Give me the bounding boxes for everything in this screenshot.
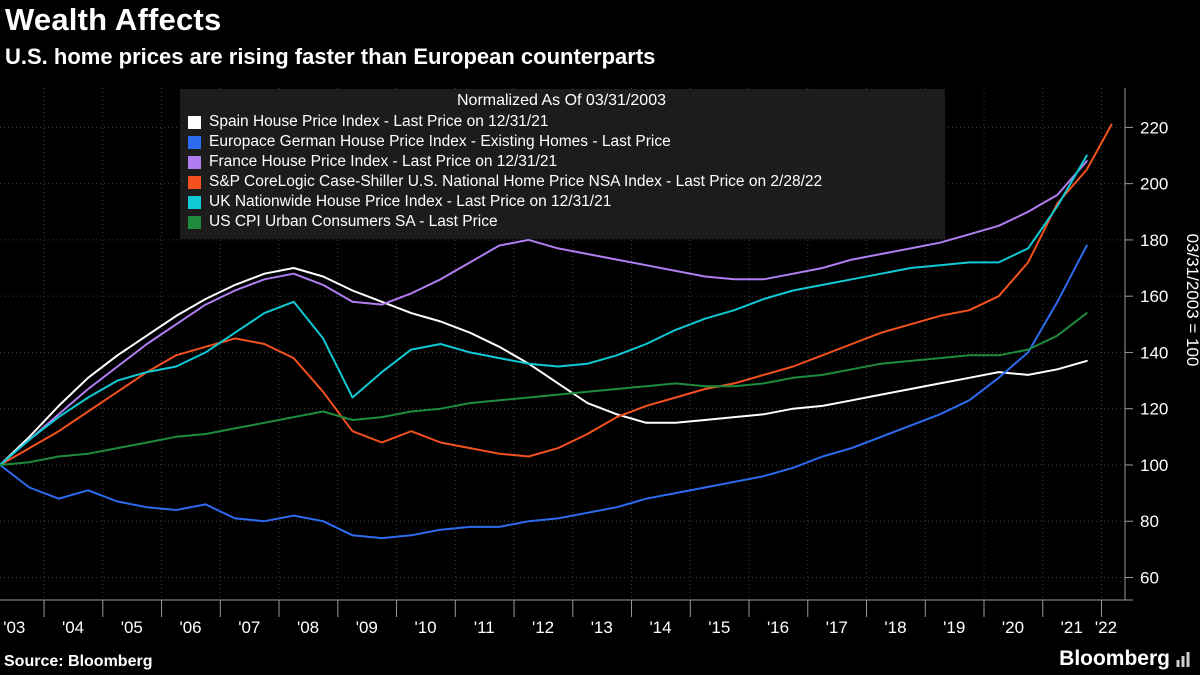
legend-swatch [188, 215, 201, 229]
x-tick-label: '07 [238, 618, 260, 637]
series-line-germany-europace [0, 244, 1088, 540]
x-tick-label: '21 [1061, 618, 1083, 637]
bar-chart-icon [1176, 651, 1190, 667]
legend-swatch [188, 175, 201, 189]
series-line-spain-house-price [0, 267, 1088, 466]
legend-swatch [188, 195, 201, 209]
series-line-us-cpi [0, 312, 1088, 466]
bloomberg-logo: Bloomberg [1059, 647, 1190, 671]
x-tick-label: '05 [121, 618, 143, 637]
x-tick-label: '12 [532, 618, 554, 637]
legend-item: US CPI Urban Consumers SA - Last Price [188, 212, 935, 232]
x-tick-label: '20 [1002, 618, 1024, 637]
series-line-uk-nationwide [0, 154, 1088, 466]
legend-item-label: US CPI Urban Consumers SA - Last Price [209, 213, 498, 230]
y-tick-label: 160 [1140, 287, 1168, 306]
x-tick-label: '13 [591, 618, 613, 637]
y-tick-label: 140 [1140, 343, 1168, 362]
legend-item-label: Europace German House Price Index - Exis… [209, 133, 671, 150]
legend-items: Spain House Price Index - Last Price on … [188, 112, 935, 232]
legend-item-label: UK Nationwide House Price Index - Last P… [209, 193, 612, 210]
series-line-france-house-price [0, 160, 1088, 466]
x-tick-label: '09 [356, 618, 378, 637]
x-tick-label: '14 [649, 618, 671, 637]
legend-item: UK Nationwide House Price Index - Last P… [188, 192, 935, 212]
page-title: Wealth Affects [5, 2, 222, 37]
x-tick-label: '11 [474, 618, 495, 637]
right-axis-label: 03/31/2003 = 100 [1183, 234, 1200, 367]
legend-item-label: France House Price Index - Last Price on… [209, 153, 558, 170]
x-tick-label: '16 [767, 618, 789, 637]
x-tick-label: '08 [297, 618, 319, 637]
legend-item: France House Price Index - Last Price on… [188, 152, 935, 172]
bloomberg-wordmark: Bloomberg [1059, 647, 1170, 670]
y-tick-label: 80 [1140, 512, 1159, 531]
legend-swatch [188, 135, 201, 149]
source-label: Source: Bloomberg [4, 653, 153, 670]
y-tick-label: 60 [1140, 568, 1159, 587]
legend-item: Spain House Price Index - Last Price on … [188, 112, 935, 132]
x-tick-label: '06 [179, 618, 201, 637]
x-tick-label: '18 [884, 618, 906, 637]
x-tick-label: '04 [62, 618, 84, 637]
x-tick-label: '17 [826, 618, 848, 637]
legend-item: Europace German House Price Index - Exis… [188, 132, 935, 152]
x-tick-label: '10 [414, 618, 436, 637]
page-subtitle: U.S. home prices are rising faster than … [5, 44, 656, 69]
legend-title: Normalized As Of 03/31/2003 [456, 92, 666, 109]
legend-swatch [188, 115, 201, 129]
legend-item: S&P CoreLogic Case-Shiller U.S. National… [188, 172, 935, 192]
y-tick-label: 200 [1140, 175, 1168, 194]
x-tick-label: '03 [3, 618, 25, 637]
x-tick-label: '15 [708, 618, 730, 637]
y-tick-label: 120 [1140, 400, 1168, 419]
x-tick-label: '22 [1095, 618, 1117, 637]
legend: Normalized As Of 03/31/2003 Spain House … [180, 89, 945, 239]
y-tick-label: 100 [1140, 456, 1168, 475]
y-tick-label: 220 [1140, 118, 1168, 137]
legend-swatch [188, 155, 201, 169]
series-line-us-case-shiller [0, 123, 1113, 466]
legend-item-label: Spain House Price Index - Last Price on … [209, 113, 549, 130]
legend-item-label: S&P CoreLogic Case-Shiller U.S. National… [209, 173, 823, 190]
y-tick-label: 180 [1140, 231, 1168, 250]
x-tick-label: '19 [943, 618, 965, 637]
